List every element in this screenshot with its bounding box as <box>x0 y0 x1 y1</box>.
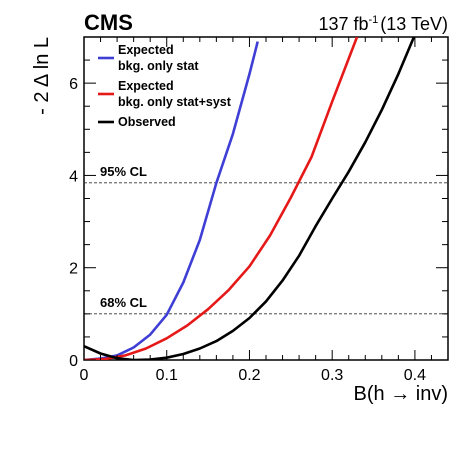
series-line-1 <box>84 37 359 360</box>
experiment-label: CMS <box>84 10 133 35</box>
x-tick-label-0: 0 <box>80 367 89 384</box>
series-line-2 <box>84 37 416 360</box>
cl-label-0: 95% CL <box>100 164 147 179</box>
series-line-0 <box>84 41 259 360</box>
legend: Expected bkg. only stat Expected bkg. only … <box>98 43 232 129</box>
y-axis-label: - 2 Δ ln L <box>31 37 53 115</box>
x-tick-label-4: 0.4 <box>404 367 426 384</box>
y-tick-label-2: 4 <box>69 168 78 185</box>
legend-label-1: Expected <box>118 79 174 93</box>
reference-lines: 95% CL 68% CL <box>84 164 448 315</box>
axis-ticks: 0 0.1 0.2 0.3 0.4 0 2 4 6 <box>69 36 449 384</box>
x-tick-label-1: 0.1 <box>156 367 178 384</box>
y-tick-label-1: 2 <box>69 261 78 278</box>
x-tick-label-3: 0.3 <box>321 367 343 384</box>
legend-label-0: Expected <box>118 43 174 57</box>
luminosity-value: 137 fb <box>318 14 368 34</box>
legend-label-0: bkg. only stat <box>118 59 199 73</box>
luminosity-exponent: -1 <box>369 14 379 26</box>
legend-label-1: bkg. only stat+syst <box>118 95 232 109</box>
y-tick-label-0: 0 <box>69 353 78 370</box>
x-axis-label: B(h → inv) <box>354 383 448 405</box>
cl-label-1: 68% CL <box>100 295 147 310</box>
energy-label: (13 TeV) <box>380 14 448 34</box>
curves <box>84 37 416 360</box>
legend-label-2: Observed <box>118 115 176 129</box>
luminosity-label: 137 fb-1 (13 TeV) <box>318 14 448 34</box>
y-tick-label-3: 6 <box>69 76 78 93</box>
x-tick-label-2: 0.2 <box>238 367 260 384</box>
